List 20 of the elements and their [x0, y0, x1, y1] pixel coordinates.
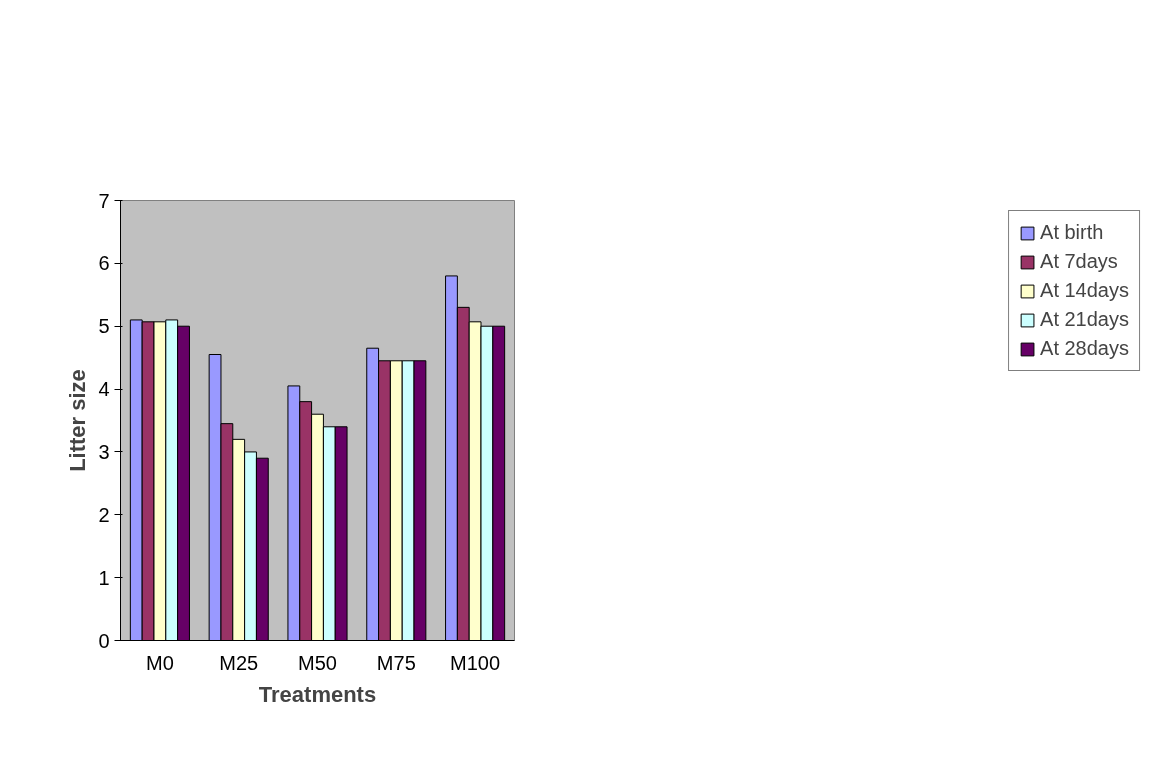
- legend-label: At 7days: [1040, 250, 1118, 273]
- legend-label: At birth: [1040, 221, 1104, 244]
- x-tick-label: M0: [146, 651, 174, 674]
- y-tick-label: 1: [98, 566, 110, 589]
- legend-label: At 14days: [1040, 279, 1129, 302]
- legend-label: At 28days: [1040, 337, 1129, 360]
- legend-label: At 21days: [1040, 308, 1129, 331]
- y-tick-label: 4: [98, 378, 110, 401]
- y-axis-title: Litter size: [65, 369, 91, 472]
- x-tick-label: M50: [298, 651, 337, 674]
- y-tick-label: 7: [98, 189, 110, 212]
- y-tick-label: 6: [98, 252, 110, 275]
- y-tick-label: 2: [98, 503, 110, 526]
- x-axis-title: Treatments: [258, 681, 377, 707]
- y-tick-label: 5: [98, 315, 110, 338]
- x-tick-label: M75: [376, 651, 416, 674]
- y-tick-label: 3: [98, 440, 110, 463]
- x-tick-label: M100: [450, 651, 501, 674]
- x-tick-label: M25: [219, 651, 259, 674]
- y-tick-label: 0: [98, 629, 110, 652]
